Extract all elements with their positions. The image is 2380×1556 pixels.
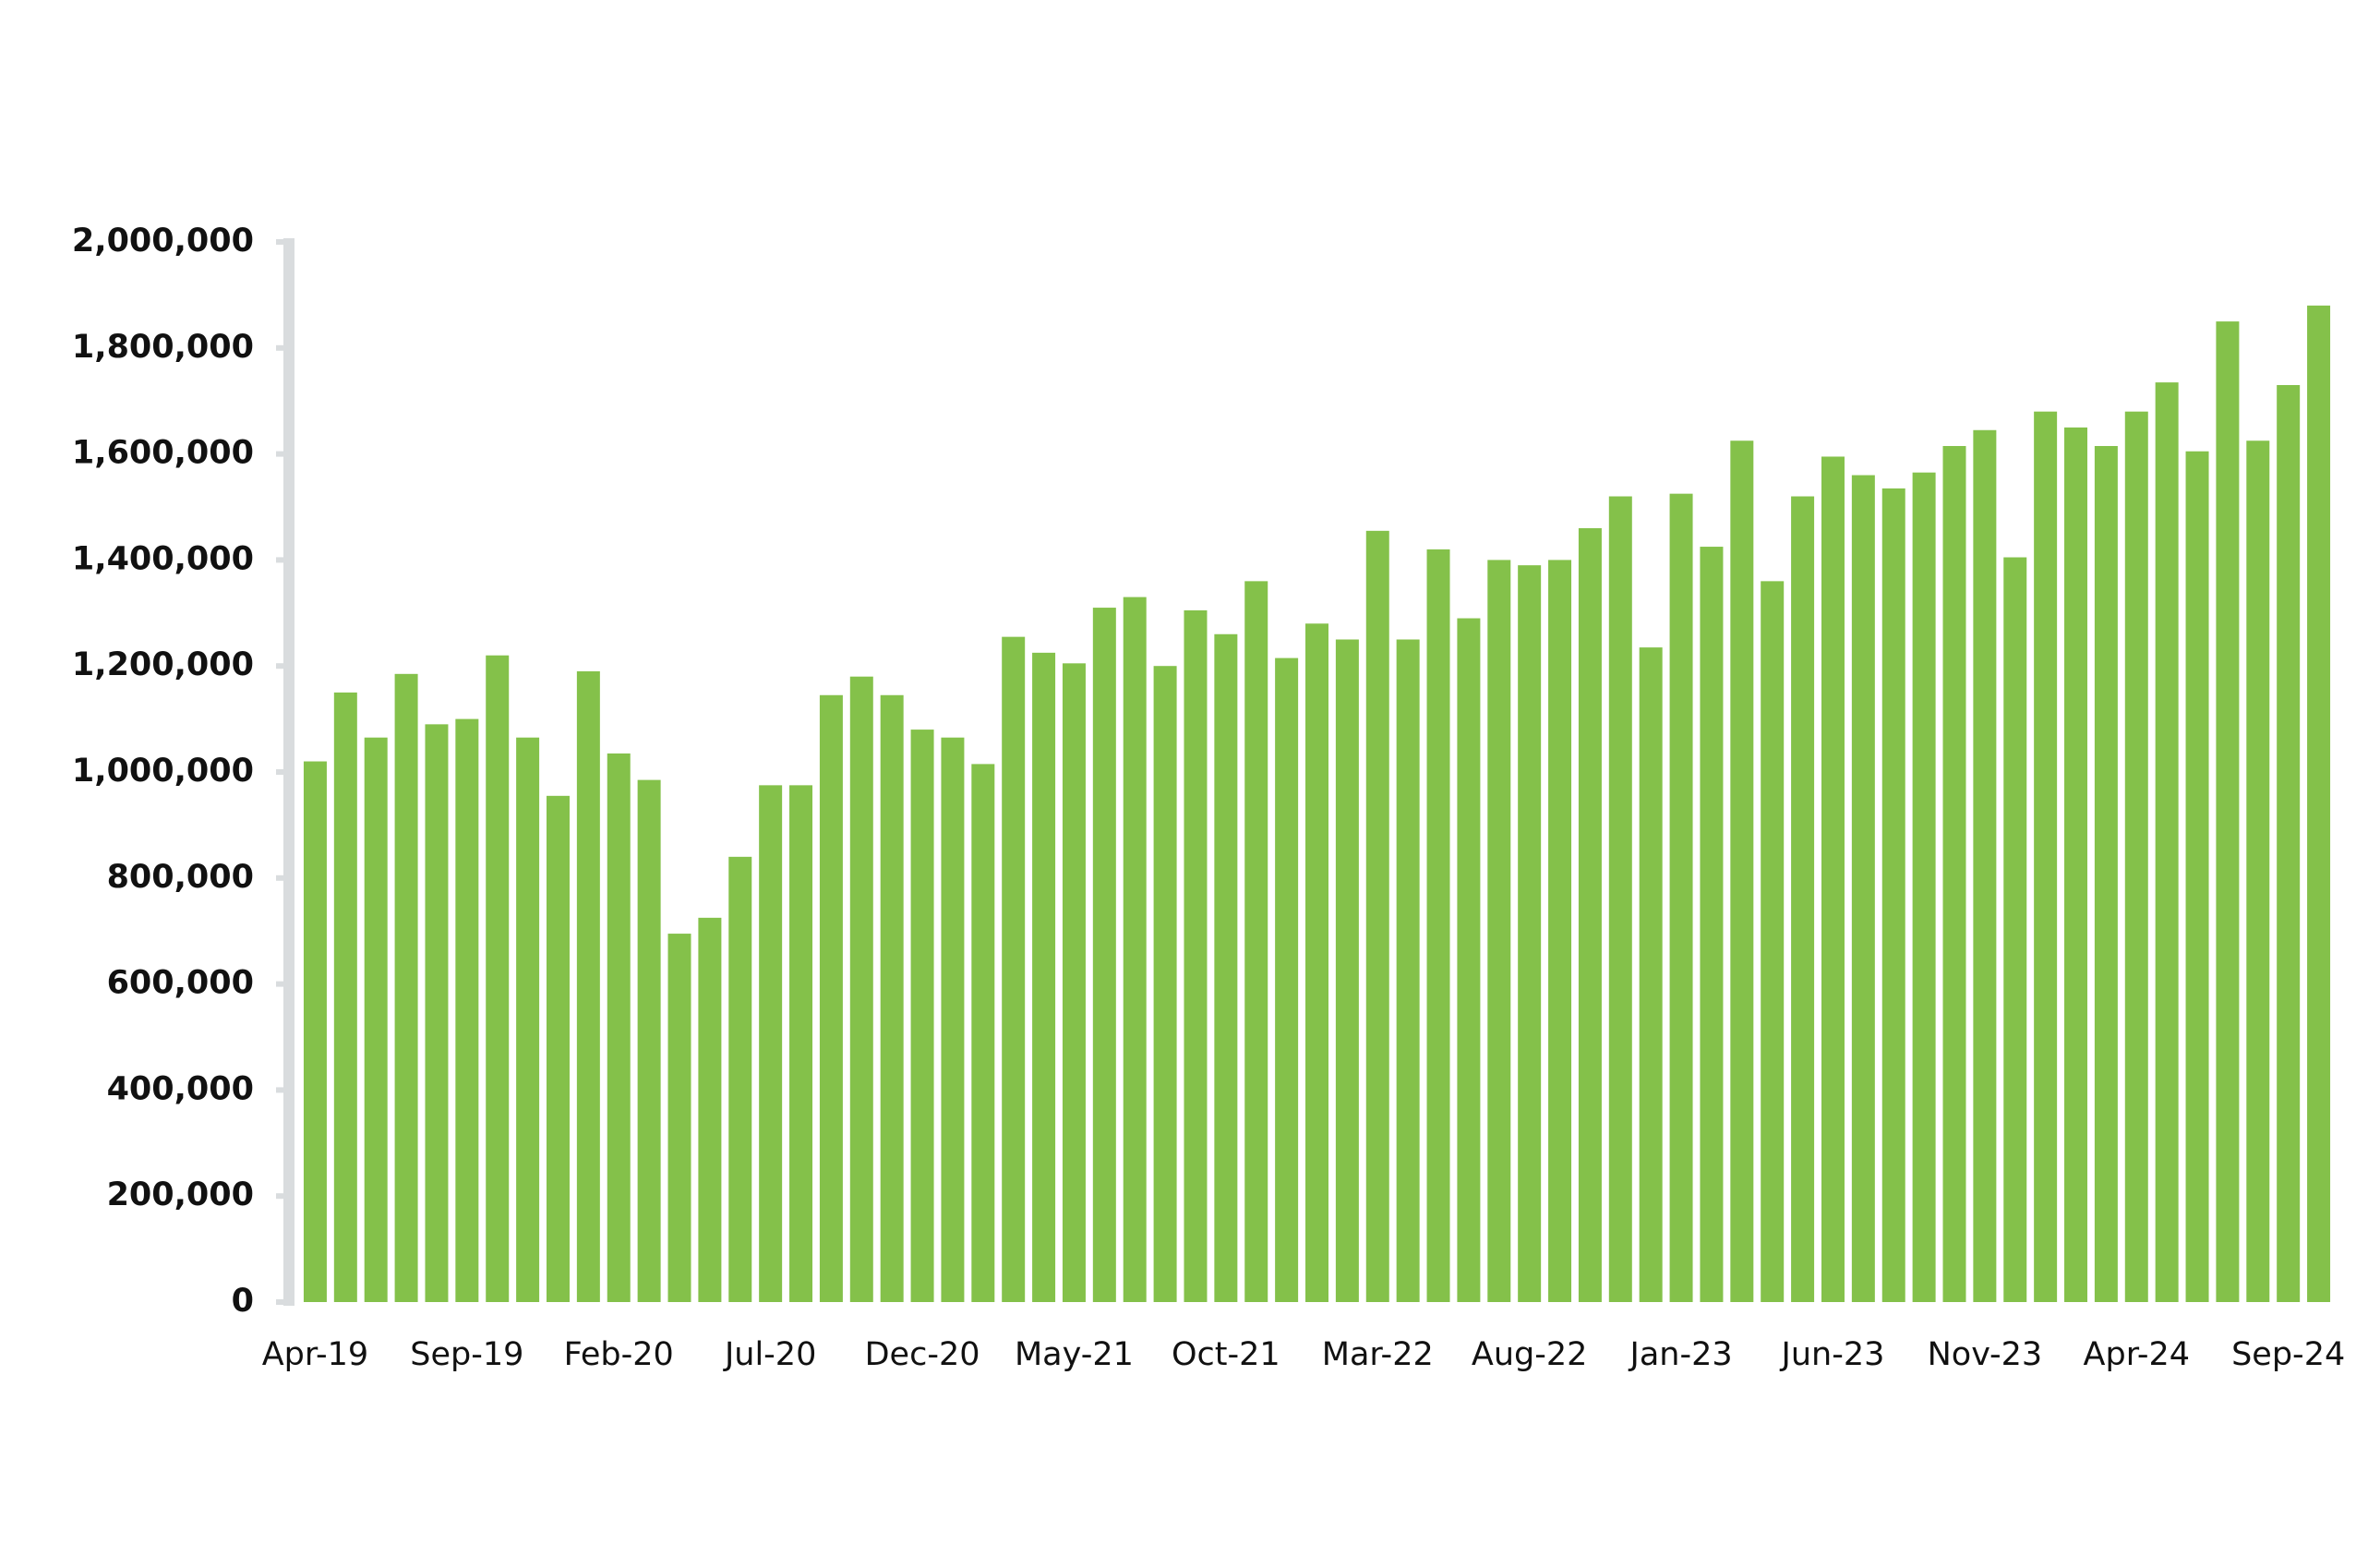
- bar-jun-22: [1457, 618, 1481, 1302]
- bar-apr-19: [303, 761, 327, 1302]
- bar-sep-19: [455, 718, 479, 1302]
- bar-jun-19: [364, 737, 388, 1302]
- bar-sep-21: [1184, 609, 1208, 1302]
- bar-nov-22: [1608, 496, 1632, 1302]
- bar-jan-24: [2034, 411, 2058, 1302]
- bar-dec-23: [2003, 557, 2027, 1302]
- x-tick-label: Mar-22: [1322, 1336, 1434, 1373]
- y-tick-label: 1,600,000: [72, 435, 254, 472]
- bar-feb-24: [2064, 427, 2088, 1302]
- bar-oct-21: [1214, 633, 1238, 1302]
- y-tick-label: 400,000: [107, 1070, 254, 1107]
- bar-nov-23: [1973, 429, 1997, 1302]
- bar-mar-21: [1002, 636, 1026, 1302]
- bar-jan-23: [1669, 493, 1693, 1302]
- bar-oct-24: [2307, 305, 2331, 1302]
- x-tick-label: Jun-23: [1780, 1336, 1885, 1373]
- bar-oct-20: [849, 676, 873, 1302]
- y-tick-label: 1,400,000: [72, 540, 254, 577]
- bar-jul-23: [1851, 475, 1875, 1302]
- x-tick-label: Aug-22: [1472, 1336, 1588, 1373]
- bar-may-22: [1426, 549, 1450, 1302]
- bar-jan-21: [941, 737, 965, 1302]
- x-tick-label: Sep-24: [2231, 1336, 2345, 1373]
- bar-jun-21: [1092, 608, 1116, 1302]
- bar-jun-24: [2185, 451, 2209, 1303]
- bar-apr-23: [1761, 581, 1785, 1302]
- x-tick-label: Nov-23: [1928, 1336, 2043, 1373]
- bar-jul-19: [394, 673, 418, 1302]
- bar-sep-22: [1548, 560, 1572, 1302]
- bar-dec-22: [1639, 647, 1663, 1302]
- bar-may-21: [1062, 663, 1086, 1302]
- bar-aug-21: [1153, 666, 1177, 1302]
- bar-oct-19: [486, 655, 510, 1302]
- y-tick-label: 1,000,000: [72, 753, 254, 790]
- bar-jan-22: [1305, 623, 1328, 1302]
- bar-nov-21: [1244, 581, 1268, 1302]
- x-tick-label: Feb-20: [564, 1336, 674, 1373]
- bar-dec-21: [1275, 657, 1299, 1302]
- bar-jan-20: [576, 670, 600, 1302]
- bar-feb-23: [1700, 547, 1724, 1302]
- bars-group: [303, 305, 2331, 1303]
- bar-mar-24: [2094, 445, 2118, 1302]
- bar-aug-19: [425, 724, 449, 1302]
- bar-apr-24: [2124, 411, 2148, 1302]
- bar-nov-20: [880, 694, 904, 1302]
- bar-sep-20: [819, 694, 843, 1302]
- bar-jun-23: [1821, 456, 1845, 1303]
- bar-aug-22: [1518, 565, 1542, 1302]
- bar-oct-22: [1578, 527, 1602, 1302]
- y-tick-label: 600,000: [107, 965, 254, 1002]
- bar-may-20: [698, 917, 722, 1302]
- bar-dec-19: [546, 795, 570, 1302]
- y-tick-label: 1,800,000: [72, 329, 254, 366]
- bar-apr-20: [667, 934, 691, 1302]
- x-tick-label: Jan-23: [1629, 1336, 1733, 1373]
- bar-jul-22: [1487, 560, 1511, 1302]
- bar-jul-21: [1123, 597, 1147, 1302]
- y-tick-label: 800,000: [107, 859, 254, 896]
- bar-may-19: [333, 692, 357, 1302]
- bar-nov-19: [516, 737, 540, 1302]
- y-tick-label: 2,000,000: [72, 223, 254, 259]
- x-tick-label: Sep-19: [410, 1336, 523, 1373]
- y-axis: 0 200,000 400,000 600,000 800,000 1,000,000 1,…: [72, 223, 294, 1320]
- bar-jul-24: [2216, 321, 2240, 1303]
- bar-mar-22: [1365, 530, 1389, 1302]
- x-axis: Apr-19 Sep-19 Feb-20 Jul-20 Dec-20 May-21 Oct-…: [262, 1336, 2346, 1373]
- bar-sep-23: [1912, 472, 1936, 1302]
- x-tick-label: Dec-20: [865, 1336, 980, 1373]
- bar-mar-20: [637, 779, 661, 1302]
- y-tick-label: 0: [232, 1283, 254, 1320]
- y-tick-label: 1,200,000: [72, 646, 254, 683]
- x-tick-label: Apr-19: [262, 1336, 368, 1373]
- bar-aug-23: [1881, 488, 1905, 1302]
- bar-may-24: [2155, 382, 2179, 1302]
- x-tick-label: Apr-24: [2084, 1336, 2190, 1373]
- bar-dec-20: [910, 730, 934, 1302]
- bar-feb-21: [971, 764, 995, 1302]
- x-tick-label: May-21: [1015, 1336, 1134, 1373]
- bar-apr-21: [1032, 652, 1056, 1302]
- bar-may-23: [1791, 496, 1815, 1302]
- bar-aug-24: [2246, 440, 2270, 1302]
- y-tick-label: 200,000: [107, 1176, 254, 1213]
- bar-mar-23: [1730, 440, 1754, 1302]
- bar-feb-22: [1335, 639, 1359, 1302]
- bar-jul-20: [759, 785, 783, 1302]
- bar-apr-22: [1396, 639, 1420, 1302]
- bar-sep-24: [2277, 384, 2301, 1303]
- bar-aug-20: [789, 785, 813, 1302]
- x-tick-label: Jul-20: [723, 1336, 816, 1373]
- bar-feb-20: [607, 753, 631, 1302]
- bar-oct-23: [1942, 445, 1966, 1302]
- x-tick-label: Oct-21: [1172, 1336, 1280, 1373]
- bar-jun-20: [728, 856, 752, 1302]
